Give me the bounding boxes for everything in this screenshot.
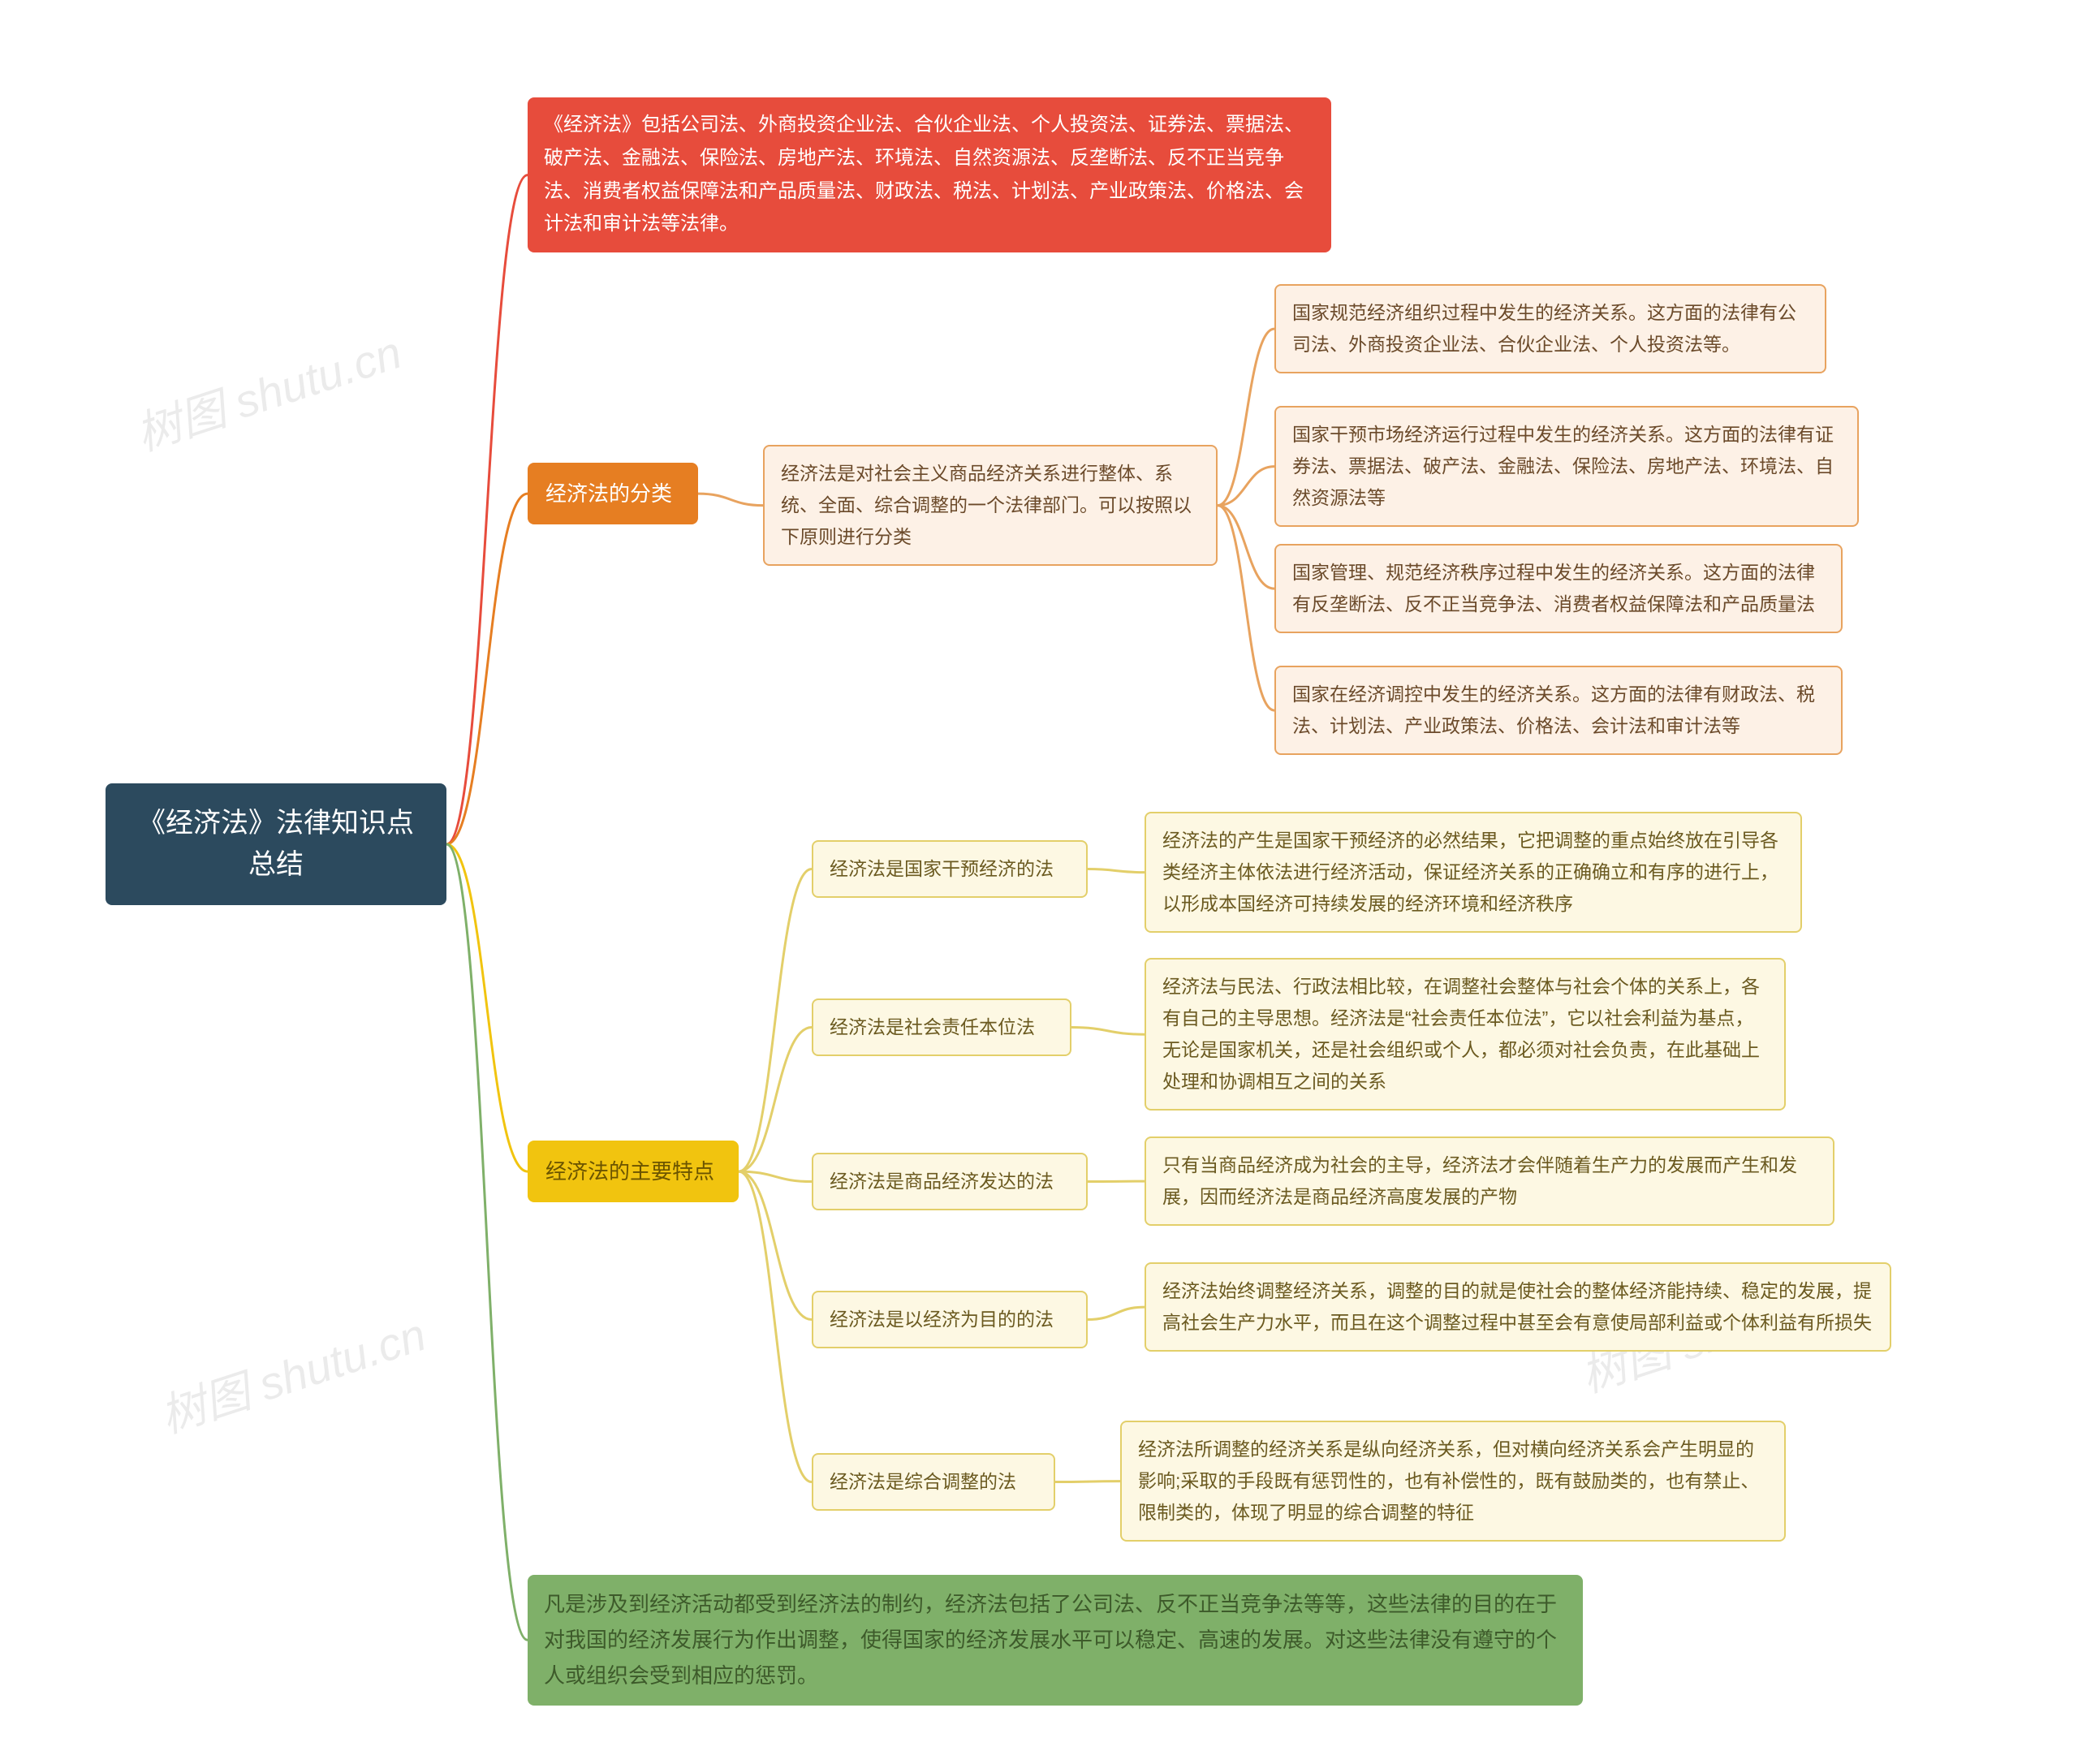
feature-subpoint-3: 经济法是商品经济发达的法 (812, 1153, 1088, 1210)
node-laws-included: 《经济法》包括公司法、外商投资企业法、合伙企业法、个人投资法、证券法、票据法、破… (528, 97, 1331, 252)
node-summary: 凡是涉及到经济活动都受到经济法的制约，经济法包括了公司法、反不正当竞争法等等，这… (528, 1575, 1583, 1706)
feature-leaf-4: 经济法始终调整经济关系，调整的目的就是使社会的整体经济能持续、稳定的发展，提高社… (1145, 1262, 1891, 1352)
feature-subpoint-2: 经济法是社会责任本位法 (812, 998, 1071, 1056)
watermark: 树图 shutu.cn (151, 1299, 433, 1447)
feature-leaf-3: 只有当商品经济成为社会的主导，经济法才会伴随着生产力的发展而产生和发展，因而经济… (1145, 1136, 1834, 1226)
watermark: 树图 shutu.cn (127, 317, 409, 464)
classification-desc: 经济法是对社会主义商品经济关系进行整体、系统、全面、综合调整的一个法律部门。可以… (763, 445, 1218, 566)
feature-leaf-1: 经济法的产生是国家干预经济的必然结果，它把调整的重点始终放在引导各类经济主体依法… (1145, 812, 1802, 933)
classification-leaf-1: 国家规范经济组织过程中发生的经济关系。这方面的法律有公司法、外商投资企业法、合伙… (1274, 284, 1826, 373)
classification-leaf-4: 国家在经济调控中发生的经济关系。这方面的法律有财政法、税法、计划法、产业政策法、… (1274, 666, 1843, 755)
branch-features: 经济法的主要特点 (528, 1141, 739, 1202)
root-node: 《经济法》法律知识点总结 (106, 783, 446, 905)
feature-subpoint-1: 经济法是国家干预经济的法 (812, 840, 1088, 898)
feature-leaf-2: 经济法与民法、行政法相比较，在调整社会整体与社会个体的关系上，各有自己的主导思想… (1145, 958, 1786, 1111)
classification-leaf-2: 国家干预市场经济运行过程中发生的经济关系。这方面的法律有证券法、票据法、破产法、… (1274, 406, 1859, 527)
feature-subpoint-5: 经济法是综合调整的法 (812, 1453, 1055, 1511)
feature-subpoint-4: 经济法是以经济为目的的法 (812, 1291, 1088, 1348)
branch-classification: 经济法的分类 (528, 463, 698, 524)
classification-leaf-3: 国家管理、规范经济秩序过程中发生的经济关系。这方面的法律有反垄断法、反不正当竞争… (1274, 544, 1843, 633)
feature-leaf-5: 经济法所调整的经济关系是纵向经济关系，但对横向经济关系会产生明显的影响;采取的手… (1120, 1421, 1786, 1542)
